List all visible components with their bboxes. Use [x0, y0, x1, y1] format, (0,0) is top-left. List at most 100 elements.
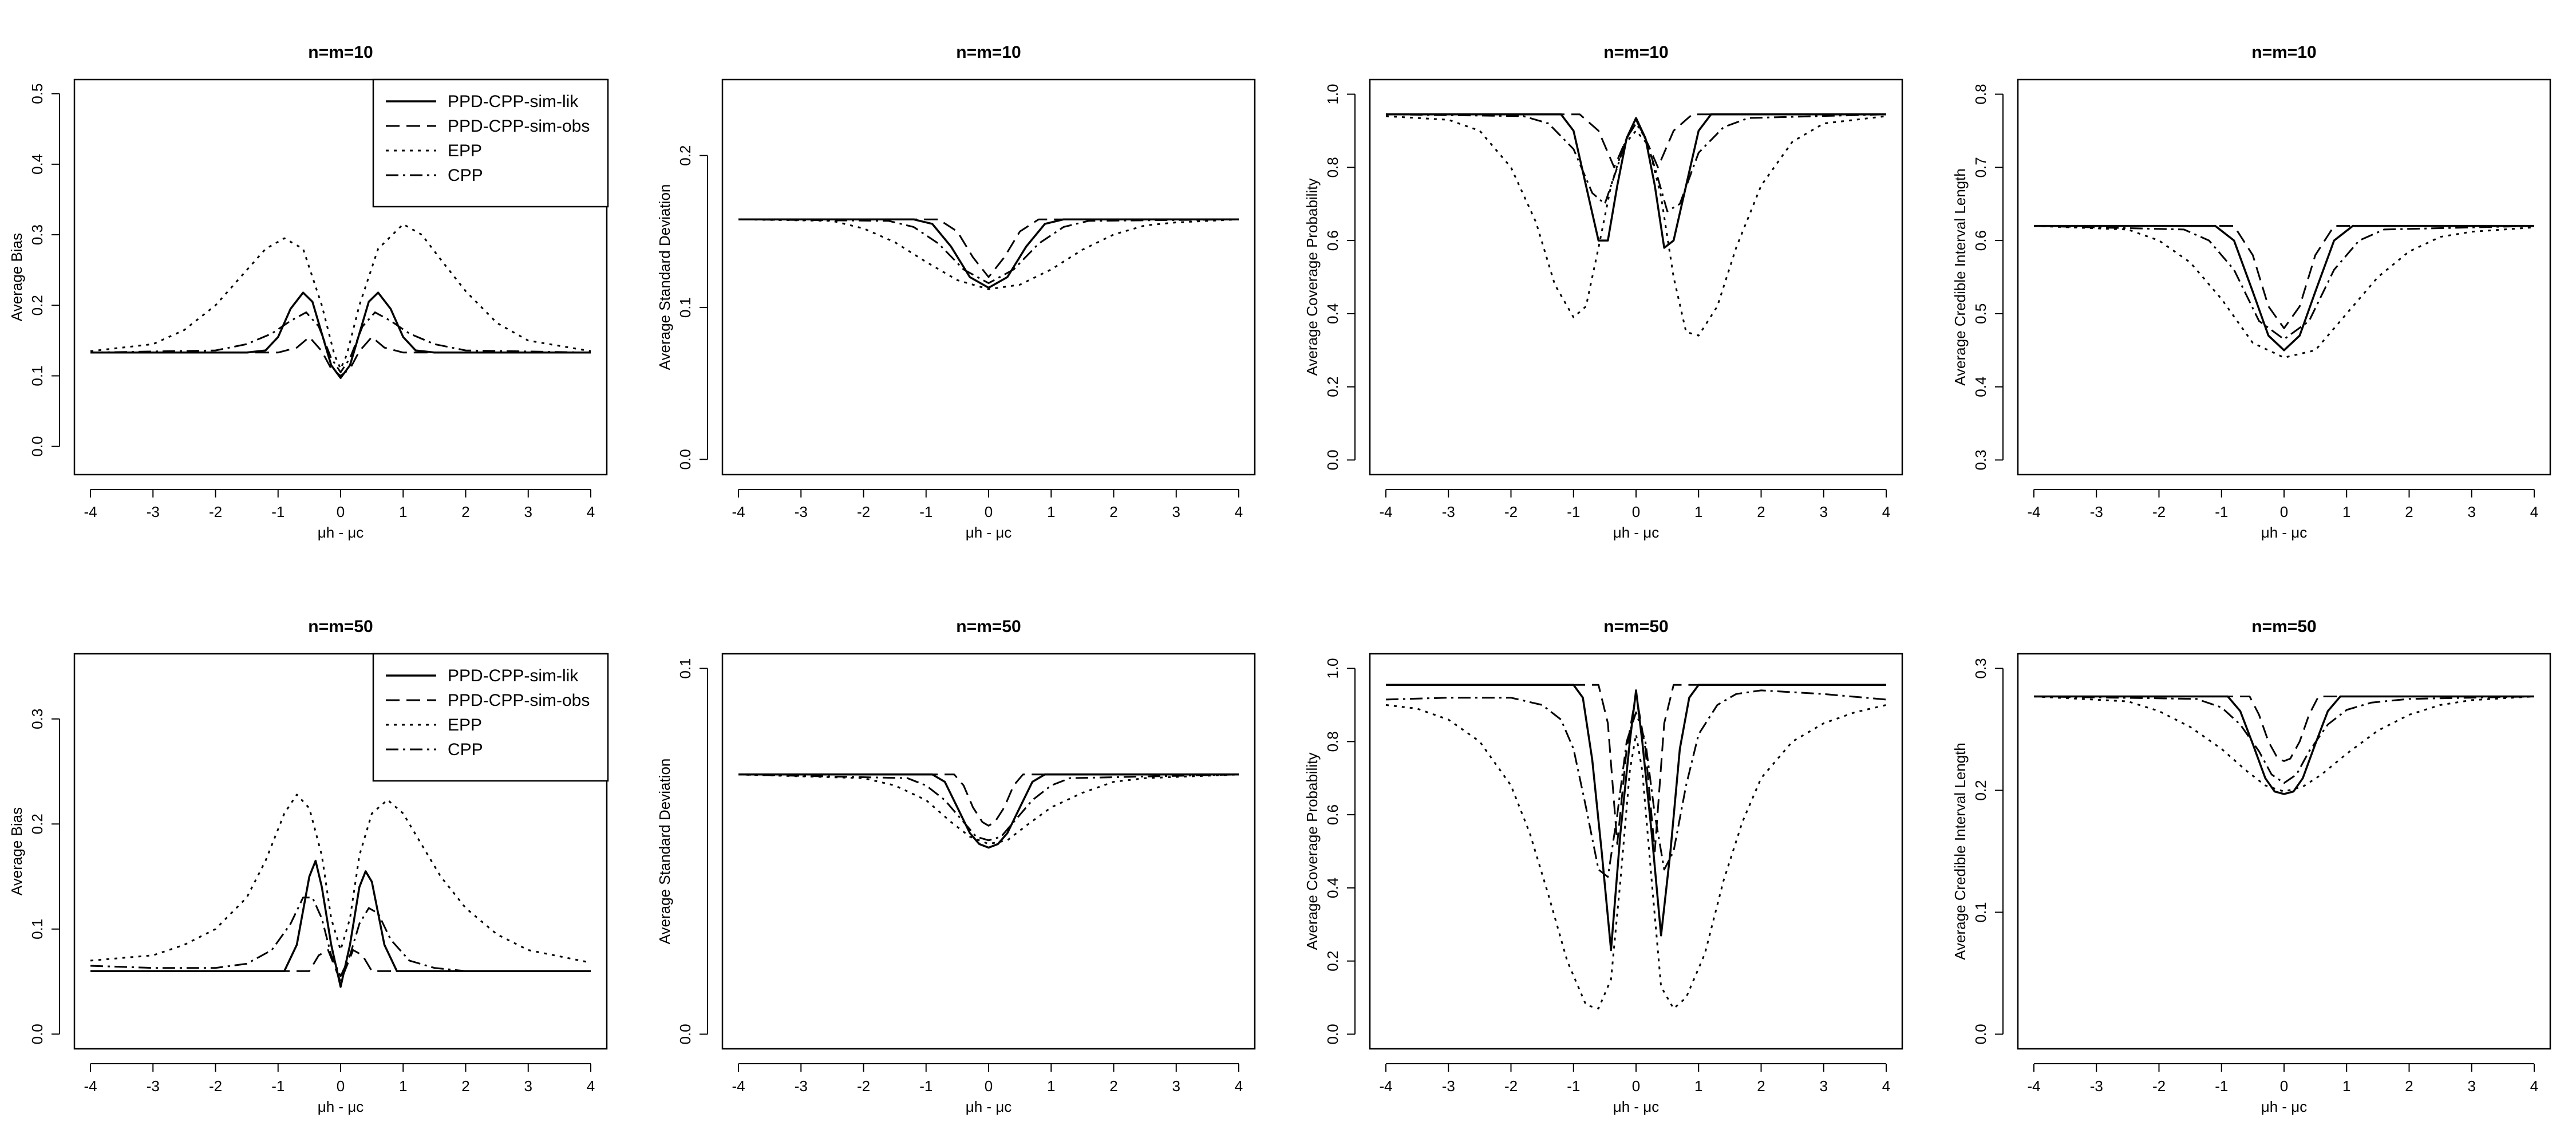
- panel-7: n=m=50 -4 -3 -2 -1 0 1 2 3 4 μh - μc 0.0 0.2 0.4 0.6 0.…: [1303, 617, 1903, 1115]
- series-line-cpp: [2033, 225, 2535, 341]
- x-tick-label: 2: [1109, 503, 1117, 520]
- x-tick-label: 4: [587, 1077, 595, 1095]
- panel-2: n=m=10 -4 -3 -2 -1 0 1 2 3 4 μh - μc 0.0 0.1 0.2 Avera…: [656, 43, 1256, 541]
- y-tick-label: 0.2: [1324, 377, 1341, 397]
- x-tick-label: -2: [1504, 1077, 1518, 1095]
- x-tick-label: -2: [209, 503, 222, 520]
- x-tick-label: 4: [587, 503, 595, 520]
- y-tick-label: 0.2: [1324, 951, 1341, 972]
- x-tick-label: 1: [1047, 503, 1055, 520]
- x-tick-label: -1: [919, 1077, 933, 1095]
- x-tick-label: -4: [1379, 1077, 1392, 1095]
- x-tick-label: 0: [2280, 1077, 2288, 1095]
- x-tick-label: -2: [209, 1077, 222, 1095]
- x-tick-label: 0: [985, 1077, 993, 1095]
- legend-label: PPD-CPP-sim-lik: [448, 666, 579, 685]
- y-tick-label: 1.0: [1324, 658, 1341, 678]
- x-tick-label: 4: [1882, 503, 1890, 520]
- series-line-ppd-cpp-sim-lik: [1386, 684, 1886, 951]
- series-line-epp: [1385, 115, 1887, 337]
- series-line-cpp: [738, 218, 1239, 285]
- y-axis-label: Average Standard Deviation: [656, 184, 673, 370]
- x-tick-label: -4: [1379, 503, 1392, 520]
- series-line-ppd-cpp-sim-lik: [2034, 695, 2534, 795]
- x-tick-label: 2: [2405, 1077, 2413, 1095]
- legend-label: EPP: [448, 141, 482, 160]
- x-tick-label: -3: [147, 1077, 160, 1095]
- series-line-epp: [738, 773, 1239, 845]
- series-line-ppd-cpp-sim-obs: [738, 773, 1239, 827]
- x-tick-label: 2: [461, 503, 469, 520]
- plot-frame: [721, 653, 1256, 1050]
- y-tick-label: 0.6: [1972, 230, 1989, 251]
- x-tick-label: -2: [2152, 503, 2166, 520]
- panel-title: n=m=50: [956, 617, 1021, 636]
- y-tick-label: 0.6: [1324, 804, 1341, 825]
- x-tick-label: -4: [2027, 503, 2040, 520]
- x-tick-label: 3: [1172, 503, 1180, 520]
- x-tick-label: -2: [857, 503, 870, 520]
- y-tick-label: 0.2: [29, 295, 46, 315]
- x-tick-label: 3: [2468, 503, 2476, 520]
- y-tick-label: 0.3: [29, 224, 46, 245]
- series-line-ppd-cpp-sim-lik: [1386, 113, 1886, 249]
- x-tick-label: -2: [857, 1077, 870, 1095]
- series-line-ppd-cpp-sim-obs: [1386, 113, 1886, 168]
- x-tick-label: 1: [399, 1077, 407, 1095]
- y-tick-label: 0.0: [29, 1024, 46, 1044]
- x-tick-label: -3: [2090, 503, 2103, 520]
- x-tick-label: -4: [732, 1077, 745, 1095]
- series-line-ppd-cpp-sim-obs: [90, 949, 591, 983]
- x-tick-label: 4: [1235, 503, 1243, 520]
- plot-frame: [73, 78, 608, 476]
- series-line-ppd-cpp-sim-lik: [2034, 224, 2534, 352]
- plot-frame: [1369, 78, 1903, 476]
- y-tick-label: 0.1: [677, 297, 694, 318]
- y-tick-label: 0.8: [1324, 157, 1341, 177]
- x-tick-label: -2: [2152, 1077, 2166, 1095]
- x-tick-label: 4: [2530, 503, 2538, 520]
- x-tick-label: 2: [2405, 503, 2413, 520]
- x-tick-label: 2: [1757, 1077, 1765, 1095]
- x-tick-label: -3: [795, 503, 808, 520]
- x-tick-label: 0: [2280, 503, 2288, 520]
- y-tick-label: 0.0: [1324, 1024, 1341, 1044]
- x-tick-label: -2: [1504, 503, 1518, 520]
- x-axis-label: μh - μc: [1613, 1098, 1660, 1115]
- series-line-cpp: [738, 773, 1239, 842]
- x-tick-label: -3: [2090, 1077, 2103, 1095]
- x-tick-label: -3: [795, 1077, 808, 1095]
- series-line-ppd-cpp-sim-lik: [90, 291, 591, 379]
- panel-6: n=m=50 -4 -3 -2 -1 0 1 2 3 4 μh - μc 0.0 0.1 Average …: [656, 617, 1256, 1115]
- x-tick-label: 0: [985, 503, 993, 520]
- y-tick-label: 0.1: [29, 919, 46, 939]
- x-tick-label: -1: [1567, 1077, 1580, 1095]
- series-line-cpp: [90, 311, 591, 373]
- y-tick-label: 0.1: [677, 658, 694, 678]
- y-tick-label: 0.2: [29, 814, 46, 834]
- y-tick-label: 0.3: [1972, 658, 1989, 678]
- y-tick-label: 0.1: [29, 365, 46, 386]
- panel-title: n=m=10: [308, 43, 373, 62]
- panel-title: n=m=10: [2251, 43, 2316, 62]
- y-tick-label: 0.0: [29, 436, 46, 457]
- x-tick-label: -3: [147, 503, 160, 520]
- panel-8: n=m=50 -4 -3 -2 -1 0 1 2 3 4 μh - μc 0.0 0.1 0.2 0.3 Av…: [1951, 617, 2551, 1115]
- y-tick-label: 0.0: [1324, 449, 1341, 470]
- plot-frame: [721, 78, 1256, 476]
- x-tick-label: 3: [524, 503, 532, 520]
- series-line-epp: [2033, 225, 2535, 359]
- y-axis-label: Average Bias: [8, 233, 25, 321]
- x-axis-label: μh - μc: [966, 524, 1012, 541]
- x-tick-label: 4: [1882, 1077, 1890, 1095]
- y-axis-label: Average Coverage Probability: [1303, 179, 1321, 376]
- x-tick-label: -1: [1567, 503, 1580, 520]
- x-tick-label: 1: [1047, 1077, 1055, 1095]
- x-tick-label: -1: [271, 1077, 285, 1095]
- y-tick-label: 0.6: [1324, 230, 1341, 251]
- x-tick-label: 4: [2530, 1077, 2538, 1095]
- y-tick-label: 0.3: [29, 709, 46, 729]
- plot-frame: [73, 653, 608, 1050]
- y-tick-label: 0.7: [1972, 157, 1989, 177]
- series-line-ppd-cpp-sim-obs: [1386, 684, 1886, 852]
